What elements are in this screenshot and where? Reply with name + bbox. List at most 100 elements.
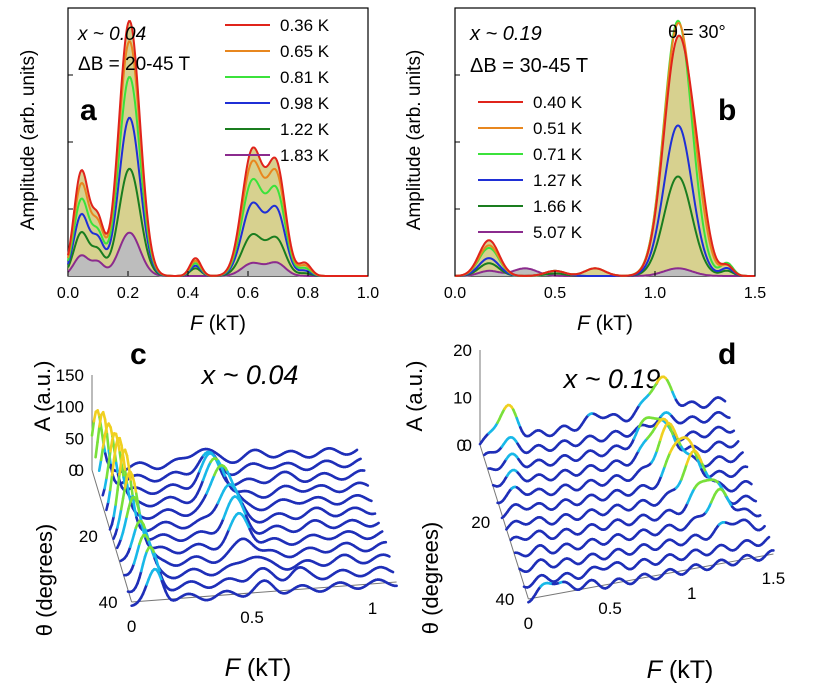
c-trace-segment — [118, 459, 123, 476]
c-trace-segment — [97, 458, 103, 473]
panel-a-label: a — [80, 94, 97, 127]
panel-a: 0.0 0.2 0.4 0.6 0.8 1.0 x ~ 0.04 ΔB = 20-45 T… — [18, 7, 379, 335]
c-trace-segment — [125, 507, 130, 519]
c-ztick-label: 100 — [56, 398, 84, 417]
c-trace-segment — [136, 505, 142, 517]
a-xtick-label: 1.0 — [357, 285, 379, 302]
d-trace-segment — [748, 481, 753, 486]
d-trace — [513, 487, 762, 558]
c-trace-segment — [133, 507, 138, 519]
c-trace-segment — [110, 458, 116, 477]
c-trace-segment — [123, 515, 128, 527]
c-trace-segment — [90, 419, 96, 437]
d-trace — [487, 416, 736, 472]
a-xtick-label: 0.0 — [57, 285, 79, 302]
c-trace-segment — [125, 483, 131, 498]
c-trace-segment — [114, 437, 120, 448]
c-trace-segment — [109, 425, 114, 439]
c-ytick-label: 0 — [69, 461, 78, 480]
a-fill-lowest — [68, 232, 368, 276]
c-trace-segment — [357, 457, 362, 462]
c-theta-axis — [91, 469, 133, 603]
c-trace-segment — [127, 465, 133, 484]
c-trace-segment — [122, 456, 127, 474]
panel-c-label: c — [130, 338, 147, 371]
c-trace-segment — [378, 530, 384, 534]
c-trace-segment — [107, 488, 112, 504]
panel-a-xlabel: F (kT) — [190, 312, 246, 335]
c-trace — [119, 519, 388, 567]
c-trace-segment — [116, 517, 121, 529]
c-trace-segment — [105, 500, 110, 512]
a-legend-label: 0.65 K — [280, 42, 330, 61]
d-trace-segment — [757, 514, 762, 518]
d-theta-axis — [479, 444, 529, 600]
c-trace-segment — [99, 446, 105, 462]
d-trace — [518, 518, 766, 574]
a-legend-label: 0.81 K — [280, 68, 330, 87]
c-trace-segment — [94, 440, 99, 459]
panel-d-ylabel: θ (degrees) — [418, 522, 443, 635]
panel-b-annotation-x: x ~ 0.19 — [469, 23, 542, 45]
c-trace-segment — [116, 439, 122, 454]
panel-c-zlabel: A (a.u.) — [30, 361, 55, 432]
d-trace-segment — [752, 499, 758, 503]
c-ytick-label: 40 — [99, 593, 118, 612]
b-legend-label: 5.07 K — [533, 223, 583, 242]
b-legend-label: 0.40 K — [533, 93, 583, 112]
panel-d-title: x ~ 0.19 — [562, 364, 661, 394]
c-trace-segment — [123, 477, 129, 489]
c-trace-segment — [118, 507, 123, 521]
c-trace-segment — [389, 569, 395, 574]
c-trace-segment — [105, 432, 111, 453]
c-trace — [130, 567, 398, 608]
d-trace-segment — [739, 451, 744, 456]
c-ztick-label: 0 — [75, 461, 84, 480]
c-ztick-label: 50 — [65, 429, 84, 448]
c-ztick-label: 150 — [56, 366, 84, 385]
d-trace-segment — [761, 524, 766, 530]
c-trace-segment — [98, 413, 103, 428]
d-xtick-label: 1 — [687, 584, 696, 603]
c-trace-segment — [133, 481, 138, 496]
panel-b-annotation-field: ΔB = 30-45 T — [470, 55, 588, 77]
d-xtick-label: 0.5 — [598, 599, 622, 618]
c-trace-segment — [120, 464, 125, 479]
d-ytick-label: 0 — [457, 436, 466, 455]
d-ztick-label: 20 — [453, 341, 472, 360]
c-trace-segment — [368, 498, 373, 503]
b-legend-label: 0.71 K — [533, 145, 583, 164]
a-legend-label: 1.83 K — [280, 146, 330, 165]
c-trace-segment — [364, 483, 370, 487]
c-trace-segment — [112, 503, 117, 518]
c-trace-segment — [121, 486, 127, 500]
panel-d: d x ~ 0.19 A (a.u.) 20 10 0 0 20 40 0 0.5 1 1.5… — [402, 338, 785, 684]
panel-b-annotation-angle: θ = 30° — [668, 22, 726, 42]
panel-b-xlabel: F (kT) — [577, 312, 633, 335]
c-trace-segment — [101, 434, 107, 449]
panel-c: c x ~ 0.04 A (a.u.) 150 100 50 0 0 20 40 0 0.5… — [30, 338, 398, 682]
d-ytick-label: 20 — [471, 513, 490, 532]
c-trace-segment — [140, 522, 145, 534]
c-trace-segment — [112, 444, 118, 461]
b-legend-label: 0.51 K — [533, 119, 583, 138]
d-trace-segment — [730, 429, 736, 434]
d-trace — [509, 478, 758, 542]
c-trace — [90, 409, 359, 474]
d-ztick-label: 10 — [453, 389, 472, 408]
panel-b-label: b — [718, 94, 736, 127]
a-legend-label: 0.36 K — [280, 16, 330, 35]
d-ytick-label: 40 — [495, 590, 514, 609]
panel-d-zlabel: A (a.u.) — [402, 361, 427, 432]
a-legend-label: 0.98 K — [280, 94, 330, 113]
c-trace-segment — [386, 554, 391, 558]
panel-a-annotation-x: x ~ 0.04 — [77, 24, 146, 45]
a-xtick-label: 0.4 — [177, 285, 199, 302]
c-trace — [123, 533, 391, 580]
a-xtick-label: 0.2 — [117, 285, 139, 302]
c-ytick-label: 20 — [79, 527, 98, 546]
c-trace-segment — [107, 449, 112, 467]
b-xtick-label: 0.5 — [544, 285, 566, 302]
a-xtick-label: 0.8 — [297, 285, 319, 302]
d-trace-segment — [735, 440, 740, 445]
